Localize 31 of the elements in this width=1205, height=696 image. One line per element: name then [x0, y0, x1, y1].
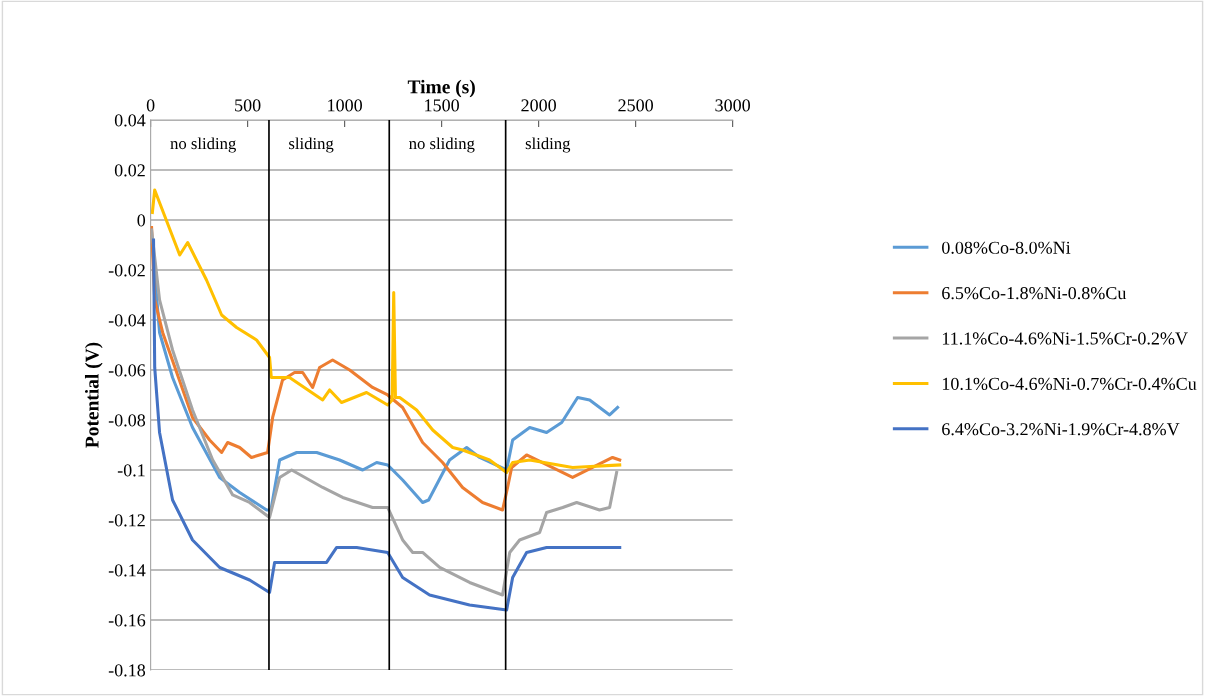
x-tick-label: 2000 [521, 99, 556, 112]
y-tick-label: -0.18 [108, 664, 146, 677]
legend-label: 10.1%Co-4.6%Ni-0.7%Cr-0.4%Cu [942, 377, 1197, 391]
y-tick-label: -0.04 [108, 314, 146, 327]
y-tick-label: -0.16 [108, 614, 146, 627]
y-tick-label: 0.04 [114, 114, 146, 127]
x-tick-label: 1000 [328, 99, 362, 112]
y-tick-label: 0 [137, 214, 146, 227]
y-tick-label: -0.06 [108, 364, 146, 377]
x-tick-label: 2500 [618, 99, 653, 112]
legend-label: 6.4%Co-3.2%Ni-1.9%Cr-4.8%V [942, 423, 1180, 436]
y-tick-label: -0.12 [108, 514, 145, 527]
x-tick-label: 500 [235, 99, 261, 112]
y-tick-label: 0.02 [114, 164, 145, 177]
x-axis-title: Time (s) [407, 79, 475, 98]
y-tick-label: -0.1 [117, 464, 145, 477]
x-tick-label: 3000 [715, 99, 751, 112]
x-tick-label: 0 [146, 99, 155, 112]
legend-label: 0.08%Co-8.0%Ni [942, 241, 1071, 254]
legend-label: 6.5%Co-1.8%Ni-0.8%Cu [942, 287, 1127, 300]
x-tick-label: 1500 [425, 99, 459, 112]
y-tick-label: -0.02 [108, 264, 145, 277]
y-axis-title: Potential (V) [84, 342, 103, 448]
annotation: no sliding [409, 137, 475, 153]
annotation: sliding [525, 137, 571, 153]
y-tick-label: -0.08 [108, 414, 146, 427]
line-series [150, 188, 622, 475]
annotation: no sliding [170, 137, 236, 153]
legend-label: 11.1%Co-4.6%Ni-1.5%Cr-0.2%V [942, 332, 1188, 345]
annotation: sliding [289, 137, 334, 153]
y-tick-label: -0.14 [108, 564, 146, 577]
